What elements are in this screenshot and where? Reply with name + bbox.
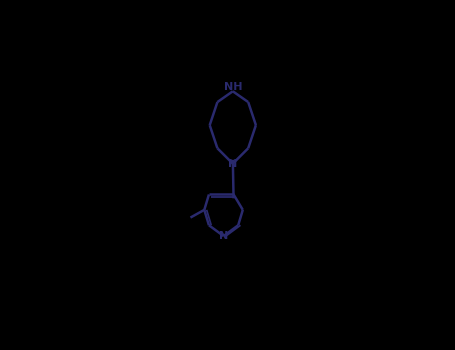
Text: NH: NH: [223, 82, 242, 92]
Text: N: N: [228, 159, 238, 169]
Text: N: N: [219, 231, 228, 241]
